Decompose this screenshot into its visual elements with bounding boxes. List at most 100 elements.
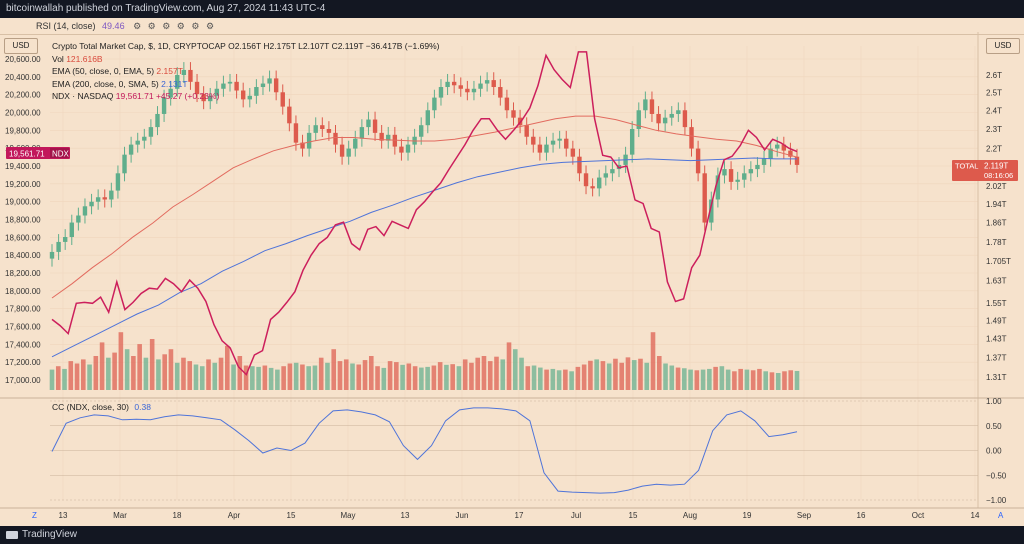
legend-ema50-row[interactable]: EMA (50, close, 0, EMA, 5) 2.157T (52, 65, 439, 78)
volume-bar (606, 363, 612, 390)
left-currency-unit[interactable]: USD (4, 38, 38, 54)
candle-body (260, 83, 266, 88)
cc-legend[interactable]: CC (NDX, close, 30) 0.38 (52, 402, 151, 412)
volume-bar (688, 369, 693, 390)
volume-bar (782, 371, 787, 390)
volume-bar (162, 354, 167, 390)
right-tick-label: 1.31T (986, 373, 1007, 382)
volume-bar (544, 369, 549, 390)
right-tick-label: 1.43T (986, 334, 1007, 343)
candle-body (629, 129, 635, 155)
chart-legend: Crypto Total Market Cap, $, 1D, CRYPTOCA… (52, 40, 439, 103)
right-tick-label: 1.78T (986, 238, 1007, 247)
volume-bar (656, 356, 662, 390)
total-badge-bg (952, 160, 1018, 181)
legend-vol-row[interactable]: Vol 121.616B (52, 53, 439, 66)
candle-body (227, 81, 233, 84)
volume-bar (250, 366, 255, 390)
volume-bar (287, 363, 293, 390)
candle-body (419, 125, 424, 137)
candle-body (188, 69, 193, 82)
volume-bar (738, 368, 743, 390)
volume-bar (625, 357, 631, 390)
volume-bar (725, 369, 731, 390)
tradingview-logo: TradingView (6, 526, 77, 544)
legend-ema200-value: 2.131T (161, 78, 188, 89)
candle-body (221, 83, 226, 89)
ndx-left-badge-tagbg (50, 148, 69, 158)
left-tick-label: 20,600.00 (5, 55, 41, 64)
candle-body (471, 88, 477, 93)
volume-bar (350, 363, 355, 390)
volume-bar (531, 365, 537, 390)
volume-bar (719, 366, 725, 390)
candle-body (82, 206, 88, 216)
volume-bar (68, 361, 74, 390)
volume-bar (49, 369, 55, 390)
candle-body (240, 90, 246, 100)
time-tick-label: Apr (228, 511, 241, 520)
right-tick-label: 1.86T (986, 219, 1007, 228)
volume-bar (112, 352, 117, 390)
candle-body (300, 142, 305, 149)
volume-bar (675, 367, 681, 390)
time-tick-label: 19 (743, 511, 752, 520)
volume-bar (694, 370, 700, 390)
right-tick-label: 2.6T (986, 71, 1002, 80)
volume-bar (368, 356, 374, 390)
volume-bar (131, 356, 136, 390)
volume-bar (450, 364, 455, 390)
left-tick-label: 18,000.00 (5, 287, 41, 296)
legend-ema200-row[interactable]: EMA (200, close, 0, SMA, 5) 2.131T (52, 78, 439, 91)
candle-body (557, 138, 562, 141)
candle-body (392, 134, 398, 147)
volume-bar (331, 349, 337, 390)
volume-bar (462, 359, 468, 390)
left-tick-label: 19,000.00 (5, 198, 41, 207)
main-chart-svg[interactable]: 20,600.00 20,400.00 20,200.00 20,000.00 19,8… (0, 18, 1024, 526)
candle-body (399, 146, 404, 153)
candle-body (89, 201, 94, 207)
volume-bar (550, 368, 556, 390)
volume-bar (425, 366, 430, 390)
volume-bar (318, 357, 324, 390)
time-axis: 13 Mar 18 Apr 15 May 13 Jun 17 Jul 15 Aug 19 Sep 16 Oct… (32, 511, 1004, 520)
candle-body (201, 94, 206, 102)
volume-bar (87, 364, 92, 390)
candle-body (175, 75, 180, 89)
candle-body (359, 127, 365, 139)
volume-bar (106, 357, 111, 390)
candle-body (155, 113, 160, 128)
legend-ema50-label: EMA (50, close, 0, EMA, 5) (52, 66, 155, 76)
volume-bar (362, 360, 368, 390)
candle-body (95, 197, 101, 202)
legend-vol-label: Vol (52, 53, 64, 64)
right-currency-unit[interactable]: USD (986, 38, 1020, 54)
candle-body (280, 92, 285, 107)
volume-bar (149, 339, 155, 390)
candle-body (326, 129, 332, 133)
candle-body (115, 173, 121, 191)
left-tick-label: 20,200.00 (5, 91, 41, 100)
volume-bar (193, 364, 199, 390)
right-tick-label: 2.2T (986, 145, 1002, 154)
volume-bar (256, 366, 261, 390)
candle-body (761, 158, 767, 165)
rsi-pane[interactable]: RSI (14, close) 49.46 ⚙ ⚙ ⚙ ⚙ ⚙ ⚙ (0, 18, 1024, 35)
candle-body (465, 88, 470, 93)
candle-body (636, 110, 641, 130)
total-candles (49, 62, 800, 267)
volume-bar (187, 361, 193, 390)
rsi-settings-icons[interactable]: ⚙ ⚙ ⚙ ⚙ ⚙ ⚙ (133, 21, 217, 31)
left-tick-label: 20,400.00 (5, 73, 41, 82)
volume-bar (788, 370, 794, 390)
candle-body (491, 80, 496, 88)
ndx-left-badge-tag: NDX (52, 150, 70, 159)
legend-title: Crypto Total Market Cap, $, 1D, CRYPTOCA… (52, 41, 226, 51)
ema200-line (51, 157, 797, 358)
total-badge-tag: TOTAL (955, 162, 978, 171)
candle-body (451, 81, 457, 86)
legend-ndx-row[interactable]: NDX · NASDAQ 19,561.71 +45.27 (+0.23%) (52, 90, 439, 103)
candle-body (709, 199, 714, 223)
